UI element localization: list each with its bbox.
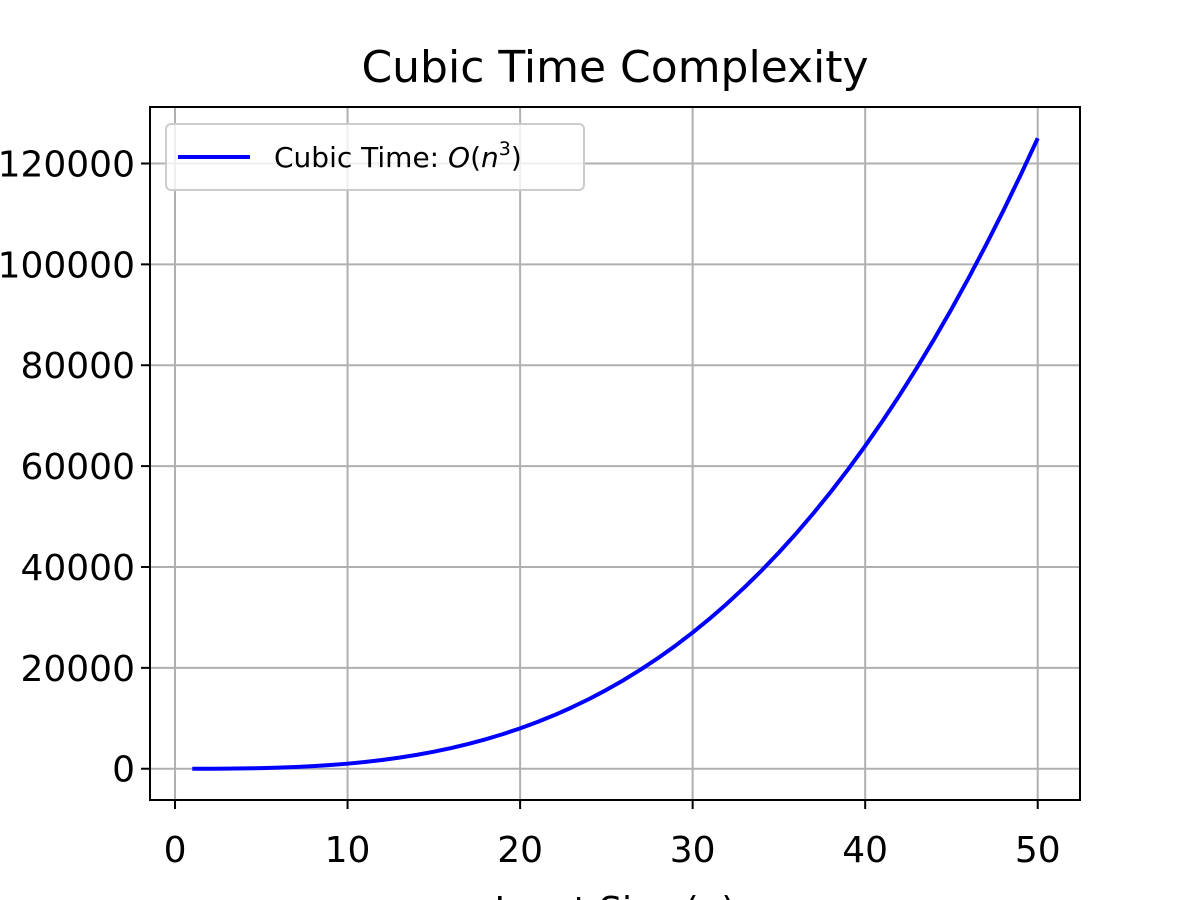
legend-label-math-o: O [448, 141, 470, 174]
x-tick-label: 40 [842, 830, 888, 871]
plot-area-background [150, 107, 1080, 800]
grid [150, 107, 1080, 800]
legend: Cubic Time: O(n3) [165, 123, 585, 191]
x-tick-label: 20 [497, 830, 543, 871]
chart-title: Cubic Time Complexity [361, 42, 868, 93]
plot-area-frame [149, 106, 1081, 801]
legend-label-math-n: n [481, 141, 499, 174]
y-tick-label: 80000 [20, 346, 135, 387]
legend-label-paren-open: ( [470, 141, 481, 174]
legend-label-exponent: 3 [499, 138, 511, 160]
y-tick-label: 100000 [0, 245, 135, 286]
x-tick-label: 50 [1015, 830, 1061, 871]
y-tick-label: 120000 [0, 144, 135, 185]
y-tick-label: 60000 [20, 447, 135, 488]
series [192, 137, 1040, 771]
y-tick-label: 40000 [20, 548, 135, 589]
x-tick-label: 30 [670, 830, 716, 871]
x-tick-label: 10 [325, 830, 371, 871]
legend-box [165, 123, 585, 191]
legend-label-paren-close: ) [511, 141, 522, 174]
y-tick-label: 20000 [20, 649, 135, 690]
x-tick-label: 0 [164, 830, 187, 871]
x-axis-label: Input Size (n) [495, 890, 736, 900]
legend-entry: Cubic Time: O(n3) [274, 138, 522, 174]
y-axis-ticks: 0 20000 40000 60000 80000 100000 120000 [0, 144, 150, 791]
legend-label-prefix: Cubic Time: [274, 141, 448, 174]
series-line [192, 137, 1040, 771]
y-tick-label: 0 [112, 750, 135, 791]
x-axis-ticks: 0 10 20 30 40 50 [164, 800, 1061, 871]
